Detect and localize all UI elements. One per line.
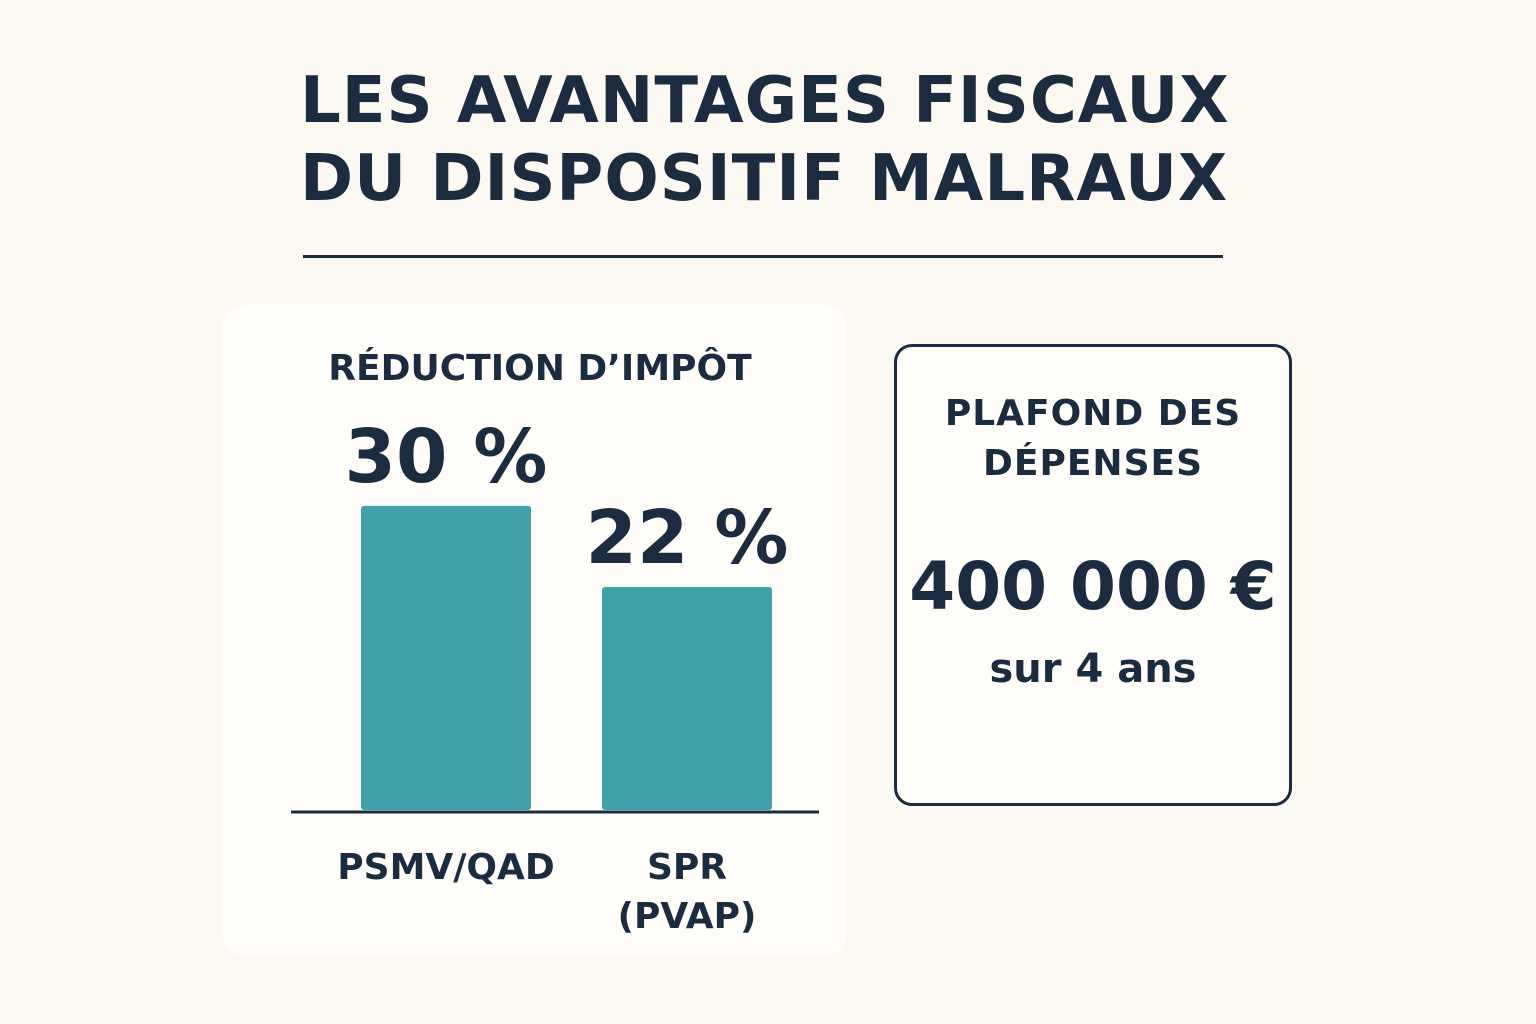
title-divider [303,255,1223,258]
bar-2 [602,586,772,810]
page-title-line-2: DU DISPOSITIF MALRAUX [300,142,1229,216]
category-label-2-line-2: (PVAP) [618,896,757,937]
page-title: LES AVANTAGES FISCAUX DU DISPOSITIF MALR… [300,62,1230,218]
tax-reduction-bar-chart: RÉDUCTION D’IMPÔT 30 % PSMV/QAD 22 % SPR (PV… [291,347,819,937]
ceiling-title: PLAFOND DES DÉPENSES [897,389,1289,489]
expense-ceiling-card: PLAFOND DES DÉPENSES 400 000 € sur 4 ans [894,344,1292,806]
bar-value-label-2: 22 % [586,495,789,581]
category-label-2-line-1: SPR [647,847,727,888]
ceiling-amount: 400 000 € [909,548,1277,625]
tax-reduction-chart-card: RÉDUCTION D’IMPÔT 30 % PSMV/QAD 22 % SPR (PV… [222,305,847,955]
bar-1 [361,505,531,810]
chart-title: RÉDUCTION D’IMPÔT [328,347,752,389]
ceiling-title-line-2: DÉPENSES [982,443,1204,484]
ceiling-title-line-1: PLAFOND DES [944,393,1242,434]
ceiling-period: sur 4 ans [989,646,1197,692]
page-title-line-1: LES AVANTAGES FISCAUX [300,64,1230,138]
bar-value-label-1: 30 % [345,414,548,500]
category-label-1: PSMV/QAD [337,847,555,888]
